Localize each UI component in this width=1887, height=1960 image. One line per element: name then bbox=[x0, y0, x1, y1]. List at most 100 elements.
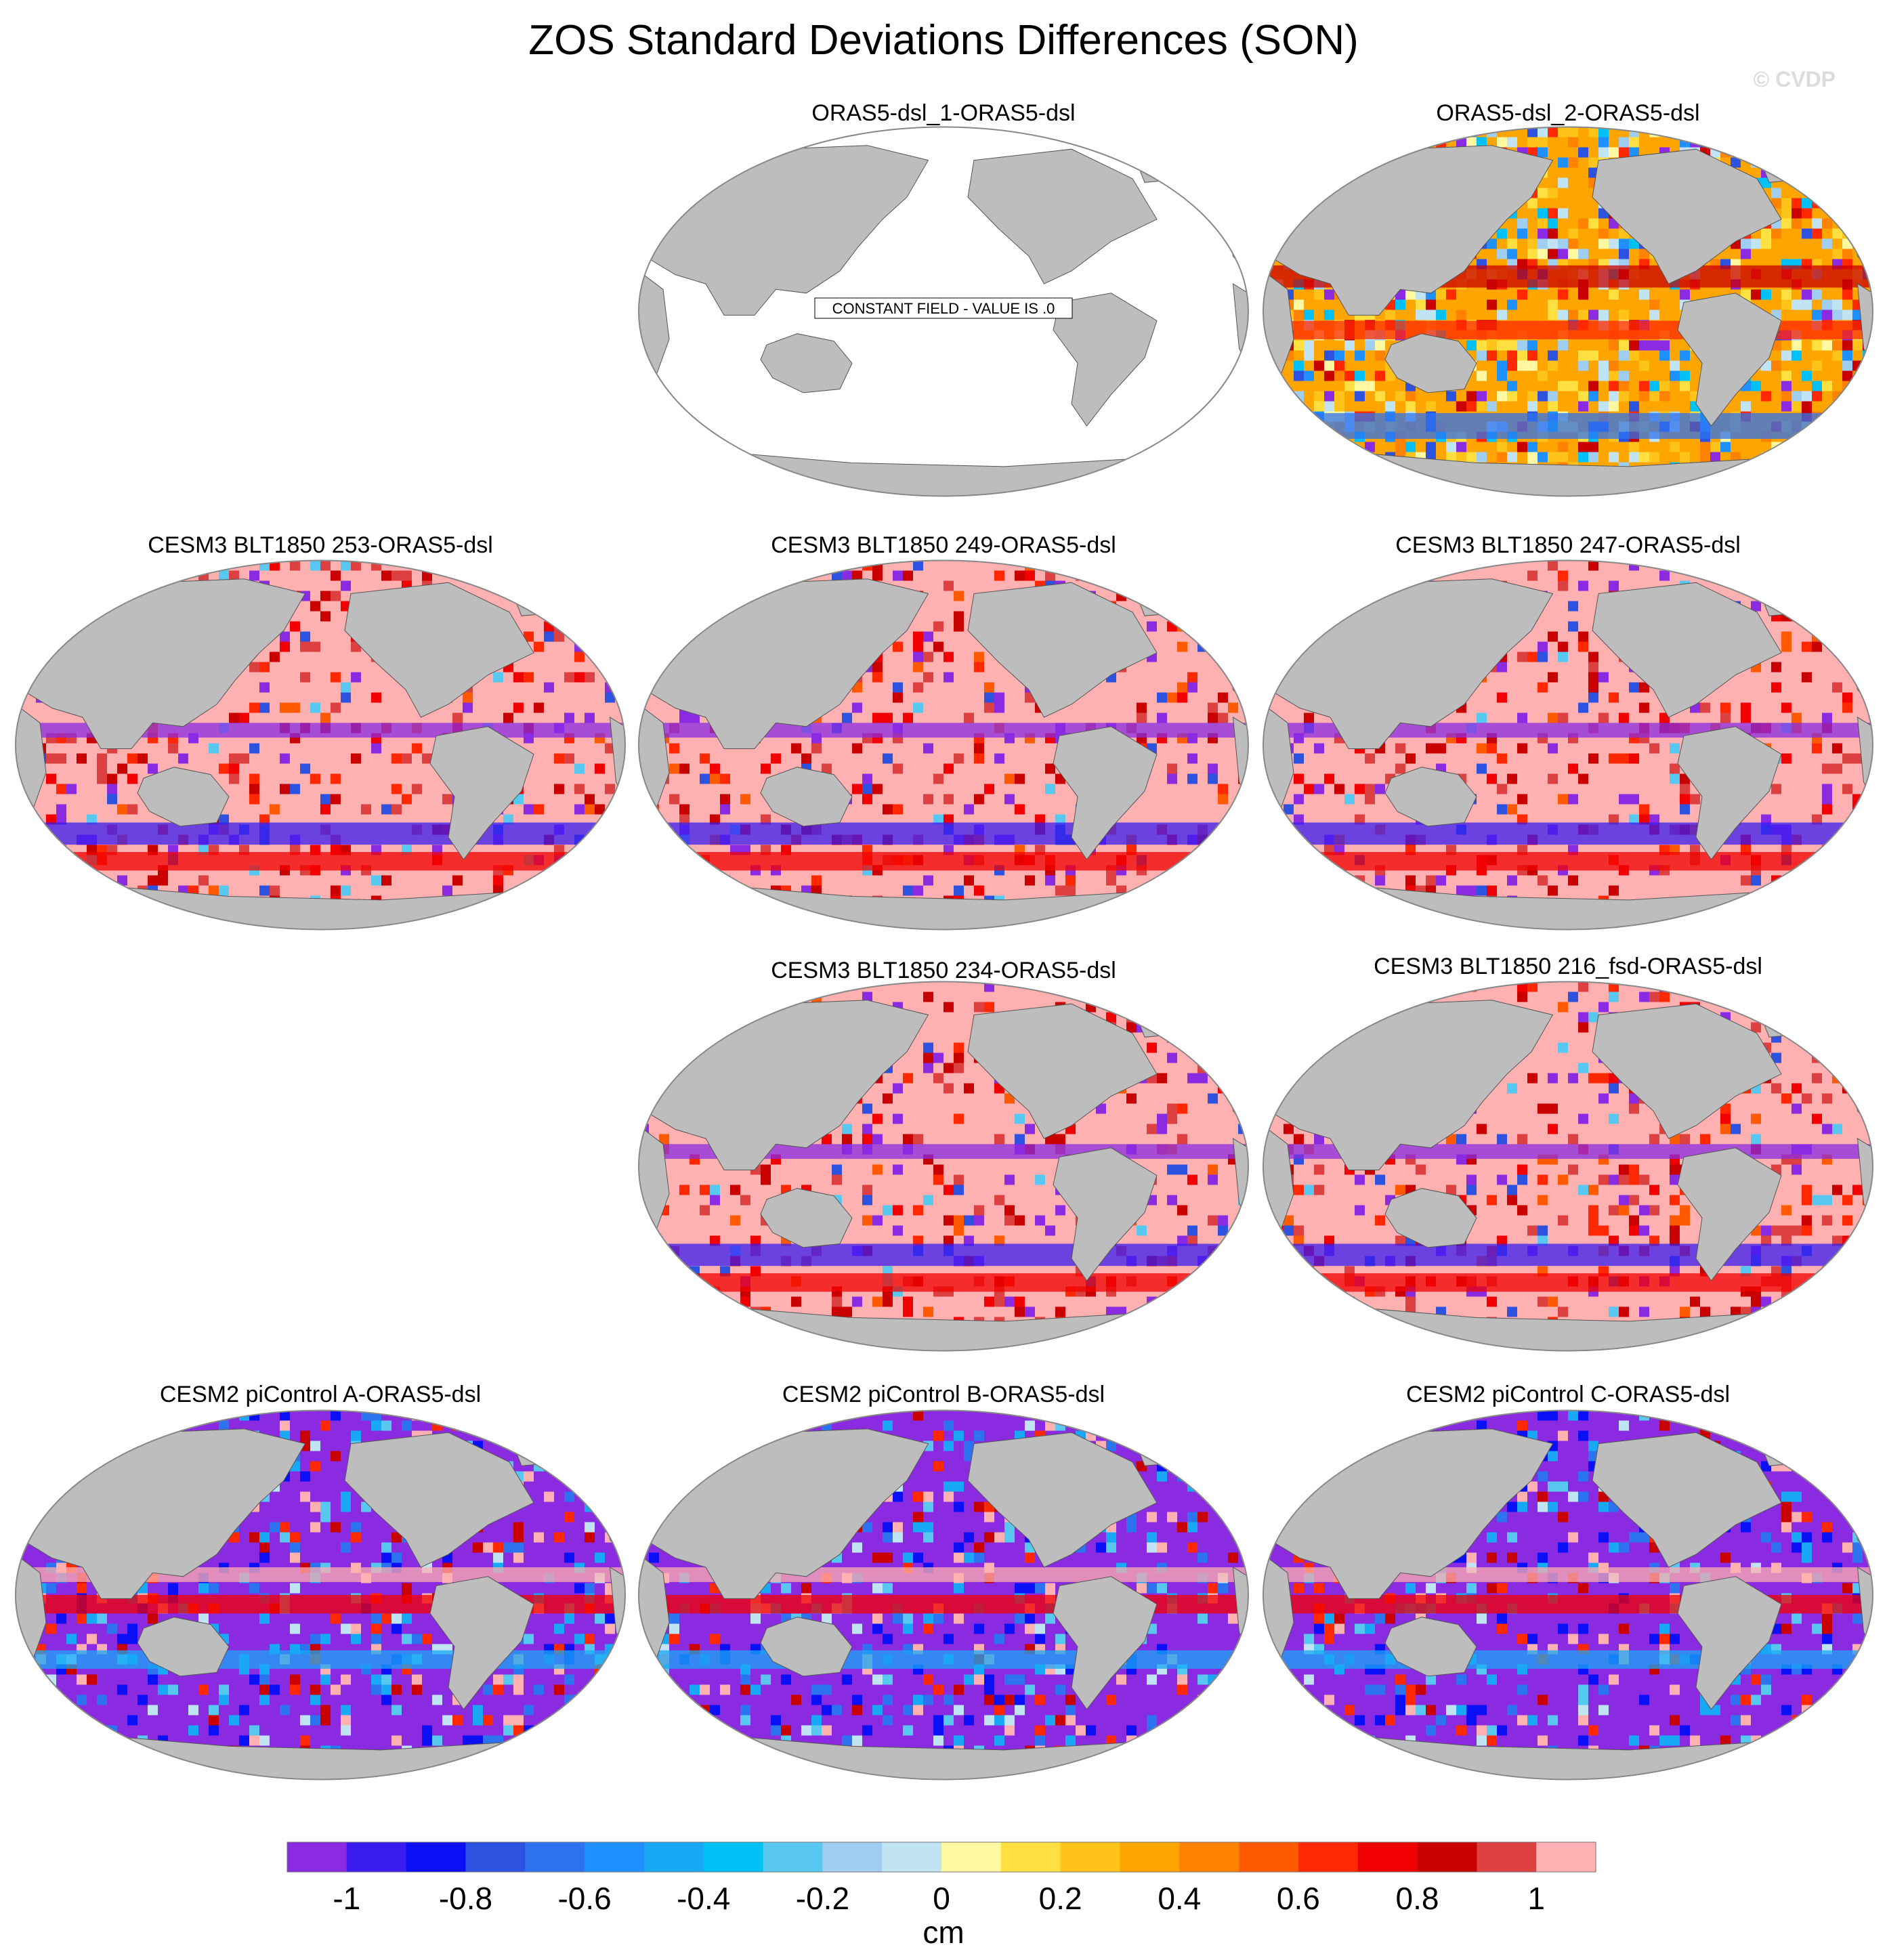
field-cell bbox=[605, 753, 615, 764]
field-cell bbox=[1497, 743, 1507, 754]
field-cell bbox=[1558, 570, 1568, 581]
field-cell bbox=[1375, 906, 1385, 916]
field-cell bbox=[1456, 401, 1466, 412]
field-cell bbox=[1263, 652, 1273, 662]
field-cell bbox=[1157, 641, 1167, 652]
field-cell bbox=[209, 926, 219, 930]
field-cell bbox=[1263, 198, 1273, 209]
field-cell bbox=[1527, 127, 1538, 137]
field-cell bbox=[402, 794, 412, 805]
field-cell bbox=[402, 753, 412, 764]
field-cell bbox=[1116, 875, 1126, 886]
field-cell bbox=[1527, 249, 1538, 259]
field-cell bbox=[1822, 218, 1832, 229]
field-cell bbox=[1852, 411, 1863, 422]
field-cell bbox=[564, 662, 574, 673]
map-outline bbox=[638, 126, 1249, 497]
field-cell bbox=[1208, 702, 1218, 713]
field-cell bbox=[1639, 381, 1649, 391]
field-cell bbox=[280, 753, 290, 764]
field-cell bbox=[994, 570, 1004, 581]
field-cell bbox=[1273, 865, 1284, 876]
field-cell bbox=[1781, 137, 1791, 148]
field-cell bbox=[341, 712, 351, 723]
field-cell bbox=[1588, 662, 1598, 673]
field-cell bbox=[1568, 652, 1578, 662]
field-cell bbox=[1314, 289, 1324, 300]
field-cell bbox=[1375, 916, 1385, 926]
field-cell bbox=[1218, 692, 1228, 703]
field-cell bbox=[1167, 631, 1177, 642]
field-cell bbox=[341, 814, 351, 825]
field-cell bbox=[761, 926, 771, 930]
field-cell bbox=[1659, 381, 1670, 391]
field-cell bbox=[984, 743, 994, 754]
field-cell bbox=[1304, 763, 1314, 774]
field-cell bbox=[679, 773, 690, 784]
field-cell bbox=[381, 784, 391, 794]
field-cell bbox=[1670, 127, 1680, 137]
field-cell bbox=[1548, 391, 1558, 402]
field-cell bbox=[46, 885, 56, 896]
field-cell bbox=[1477, 875, 1487, 886]
field-cell bbox=[1284, 824, 1294, 835]
field-cell bbox=[483, 570, 493, 581]
field-cell bbox=[1791, 208, 1802, 219]
field-cell bbox=[493, 672, 503, 683]
field-cell bbox=[720, 804, 730, 815]
field-cell bbox=[984, 682, 994, 693]
field-cell bbox=[1517, 875, 1527, 886]
field-cell bbox=[1157, 916, 1167, 926]
field-cell bbox=[361, 885, 371, 896]
field-cell bbox=[1609, 340, 1619, 351]
field-cell bbox=[1436, 310, 1446, 320]
field-cell bbox=[923, 875, 933, 886]
map-panel: CESM3 BLT1850 253-ORAS5-dsl bbox=[15, 532, 626, 931]
field-cell bbox=[1218, 845, 1228, 855]
field-cell bbox=[1273, 442, 1284, 452]
field-cell bbox=[1304, 784, 1314, 794]
field-cell bbox=[1781, 875, 1791, 886]
field-cell bbox=[1781, 926, 1791, 930]
field-cell bbox=[1228, 641, 1238, 652]
field-cell bbox=[1781, 198, 1791, 209]
field-cell bbox=[1863, 916, 1873, 926]
field-cell bbox=[1842, 310, 1852, 320]
field-cell bbox=[639, 814, 649, 825]
field-cell bbox=[36, 824, 46, 835]
field-cell bbox=[1065, 875, 1076, 886]
field-cell bbox=[1863, 824, 1873, 835]
field-cell bbox=[1558, 350, 1568, 361]
field-cell bbox=[1588, 885, 1598, 896]
field-cell bbox=[811, 743, 822, 754]
field-cell bbox=[1680, 784, 1690, 794]
field-cell bbox=[1517, 662, 1527, 673]
field-cell bbox=[1517, 784, 1527, 794]
field-cell bbox=[16, 895, 26, 906]
field-cell bbox=[391, 794, 402, 805]
field-cell bbox=[974, 885, 984, 896]
field-cell bbox=[730, 753, 740, 764]
field-cell bbox=[290, 682, 300, 693]
field-cell bbox=[1741, 906, 1751, 916]
field-cell bbox=[1842, 421, 1852, 432]
field-cell bbox=[178, 560, 188, 571]
field-cell bbox=[1446, 442, 1456, 452]
map-panel: CESM3 BLT1850 247-ORAS5-dsl bbox=[1263, 532, 1873, 931]
field-cell bbox=[503, 601, 513, 612]
constant-field-box bbox=[814, 297, 1073, 319]
field-cell bbox=[933, 743, 944, 754]
field-cell bbox=[842, 570, 852, 581]
field-cell bbox=[964, 682, 974, 693]
field-cell bbox=[1832, 804, 1842, 815]
field-cell bbox=[1365, 381, 1375, 391]
field-cell bbox=[1395, 299, 1405, 310]
field-cell bbox=[1588, 310, 1598, 320]
field-cell bbox=[1761, 391, 1771, 402]
field-cell bbox=[1273, 157, 1284, 168]
field-cell bbox=[1284, 895, 1294, 906]
field-cell bbox=[1700, 482, 1710, 493]
field-cell bbox=[740, 591, 750, 601]
field-cell bbox=[1025, 875, 1035, 886]
